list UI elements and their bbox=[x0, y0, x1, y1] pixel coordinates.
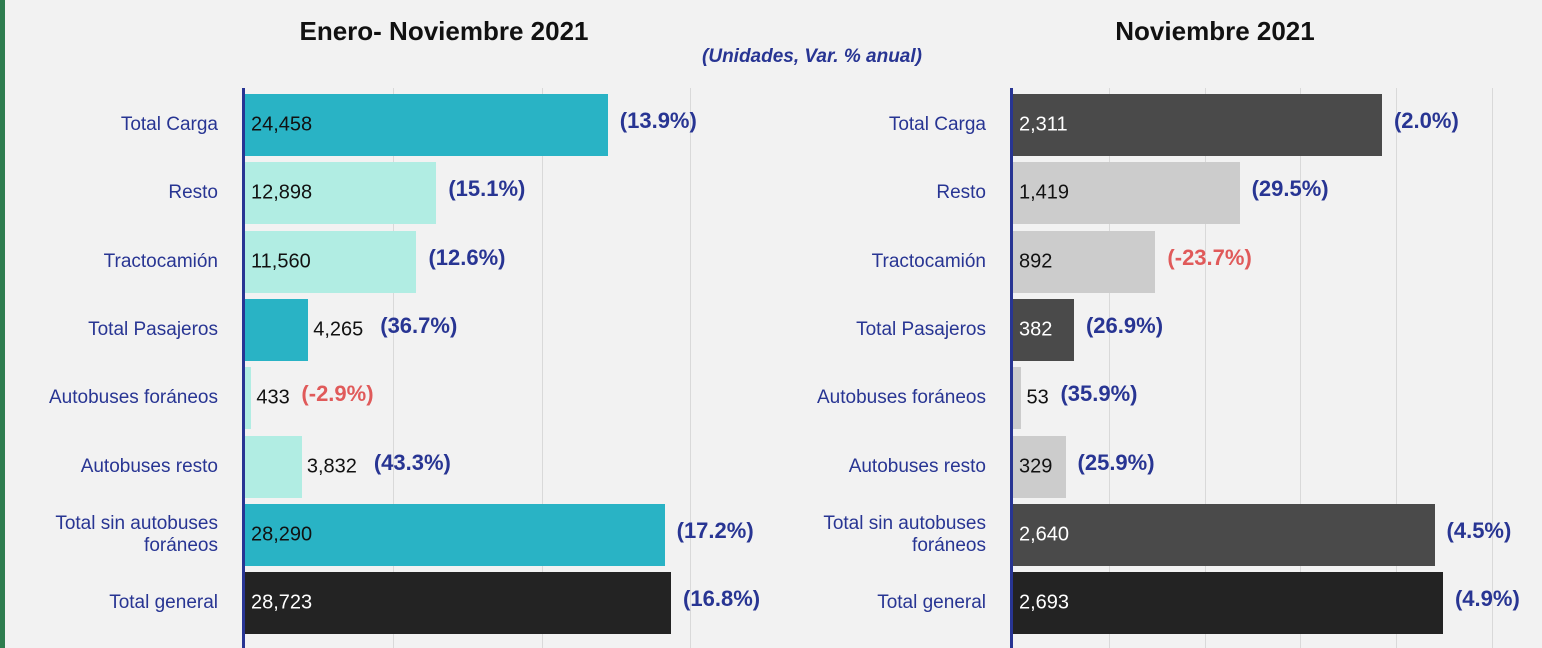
variation-label: (-23.7%) bbox=[1167, 244, 1252, 270]
bar bbox=[245, 503, 665, 566]
variation-label: (35.9%) bbox=[1060, 381, 1138, 407]
bar bbox=[245, 435, 302, 498]
value-label: 11,560 bbox=[251, 250, 311, 273]
category-label: Resto bbox=[936, 182, 986, 204]
bar bbox=[245, 367, 252, 430]
bar bbox=[1013, 298, 1074, 361]
grid-line bbox=[393, 88, 395, 648]
variation-label: (17.2%) bbox=[676, 517, 754, 543]
category-label: Autobuses foráneos bbox=[816, 387, 986, 409]
value-label: 53 bbox=[1026, 386, 1049, 409]
category-label: Total Carga bbox=[120, 114, 218, 135]
variation-label: (29.5%) bbox=[1251, 176, 1329, 202]
grid-line bbox=[1108, 88, 1110, 648]
variation-label: (-2.9%) bbox=[301, 381, 374, 407]
variation-label: (43.3%) bbox=[373, 449, 451, 475]
value-label: 3,832 bbox=[306, 455, 357, 477]
variation-label: (4.5%) bbox=[1446, 517, 1512, 543]
bar bbox=[245, 298, 309, 361]
bar bbox=[1013, 94, 1382, 156]
grid-line bbox=[541, 88, 543, 648]
variation-label: (25.9%) bbox=[1077, 449, 1155, 475]
grid-line bbox=[690, 88, 691, 648]
variation-label: (13.9%) bbox=[619, 108, 697, 133]
bar bbox=[1013, 572, 1443, 635]
category-label: Total general bbox=[877, 592, 986, 614]
category-label: Total sin autobuses foráneos bbox=[823, 512, 986, 556]
bar bbox=[1013, 503, 1435, 566]
bar bbox=[1013, 435, 1066, 498]
bar bbox=[245, 230, 417, 293]
variation-label: (12.6%) bbox=[428, 244, 506, 270]
value-label: 12,898 bbox=[251, 181, 313, 204]
category-label: Tractocamión bbox=[871, 250, 986, 272]
category-label: Total sin autobuses foráneos bbox=[55, 512, 218, 556]
grid-line bbox=[1204, 88, 1206, 648]
chart-title: Enero- Noviembre 2021 bbox=[299, 16, 589, 46]
value-label: 2,693 bbox=[1019, 591, 1070, 614]
value-label: 28,723 bbox=[251, 591, 313, 614]
category-label: Autobuses resto bbox=[80, 455, 218, 477]
grid-line bbox=[1396, 88, 1398, 648]
bar bbox=[1013, 230, 1156, 293]
variation-label: (26.9%) bbox=[1085, 312, 1164, 338]
variation-label: (15.1%) bbox=[448, 176, 526, 202]
bar bbox=[245, 162, 437, 225]
variation-label: (4.9%) bbox=[1454, 586, 1520, 612]
bar bbox=[1013, 162, 1240, 225]
edge-strip bbox=[0, 0, 5, 648]
bar bbox=[1013, 367, 1022, 430]
value-label: 382 bbox=[1019, 318, 1053, 341]
bar bbox=[245, 572, 672, 635]
value-label: 2,311 bbox=[1019, 113, 1068, 136]
axis-line bbox=[1010, 88, 1013, 648]
bar bbox=[245, 94, 608, 156]
category-label: Autobuses resto bbox=[848, 455, 986, 477]
value-label: 28,290 bbox=[251, 523, 313, 546]
category-label: Resto bbox=[168, 182, 218, 204]
category-label: Total Pasajeros bbox=[88, 318, 218, 340]
category-label: Total general bbox=[109, 592, 218, 614]
value-label: 4,265 bbox=[313, 318, 364, 341]
category-label: Total Carga bbox=[888, 114, 986, 135]
value-label: 24,458 bbox=[251, 113, 313, 136]
value-label: 892 bbox=[1019, 250, 1053, 273]
axis-line bbox=[242, 88, 245, 648]
variation-label: (36.7%) bbox=[380, 312, 458, 338]
value-label: 433 bbox=[256, 386, 290, 409]
chart-subtitle: (Unidades, Var. % anual) bbox=[702, 46, 922, 67]
value-label: 329 bbox=[1019, 455, 1053, 477]
chart-title: Noviembre 2021 bbox=[1115, 16, 1315, 46]
value-label: 1,419 bbox=[1019, 181, 1070, 204]
grid-line bbox=[1300, 88, 1302, 648]
value-label: 2,640 bbox=[1019, 523, 1070, 546]
variation-label: (2.0%) bbox=[1393, 108, 1459, 133]
category-label: Tractocamión bbox=[103, 250, 218, 272]
variation-label: (16.8%) bbox=[683, 586, 761, 612]
category-label: Autobuses foráneos bbox=[48, 387, 218, 409]
category-label: Total Pasajeros bbox=[856, 318, 986, 340]
grid-line bbox=[1492, 88, 1493, 648]
